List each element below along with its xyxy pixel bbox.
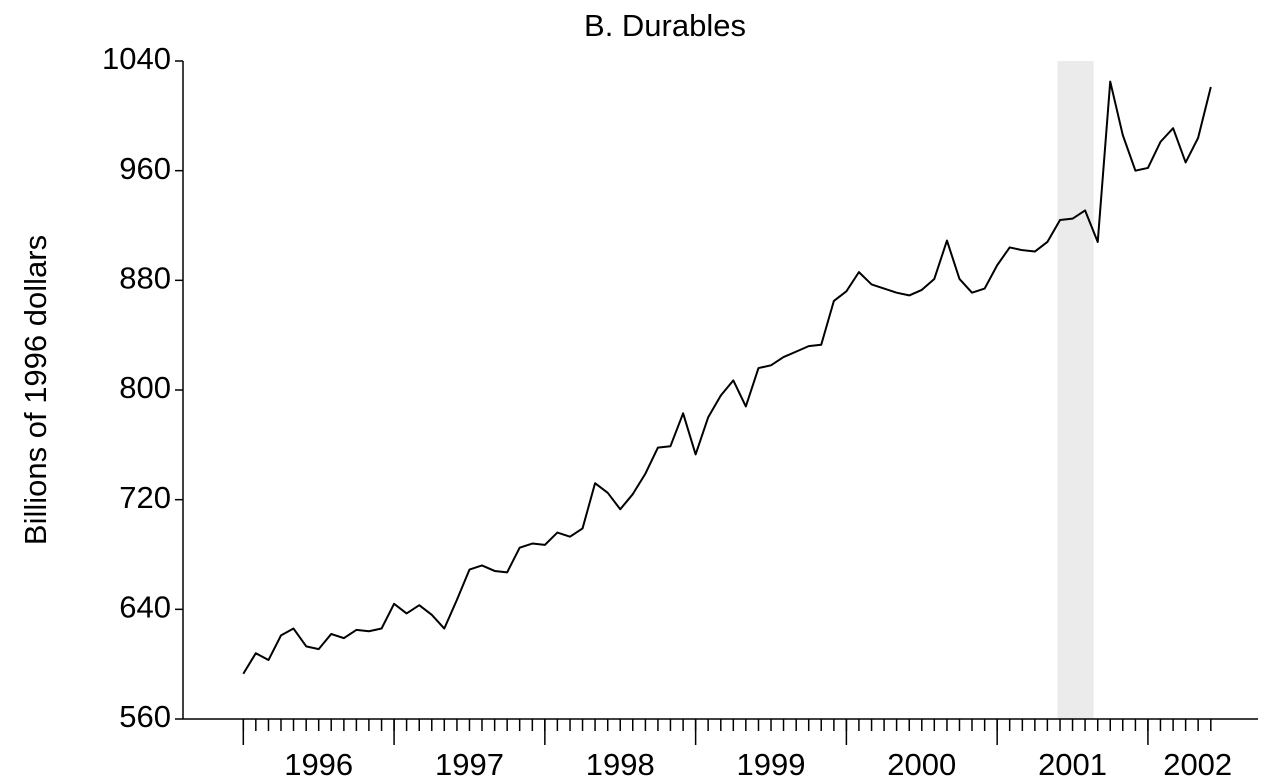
y-tick-label: 800 xyxy=(119,370,171,405)
data-line xyxy=(242,80,1212,675)
y-axis-label: Billions of 1996 dollars xyxy=(18,235,53,545)
x-tick-label: 2001 xyxy=(1038,747,1107,782)
x-tick-label: 1996 xyxy=(284,747,353,782)
y-tick-label: 560 xyxy=(119,699,171,734)
x-tick-label: 2002 xyxy=(1163,747,1232,782)
y-tick-label: 880 xyxy=(119,261,171,296)
chart-title: B. Durables xyxy=(584,8,746,43)
x-tick-label: 1998 xyxy=(586,747,655,782)
x-tick-label: 2000 xyxy=(887,747,956,782)
recession-shade xyxy=(1057,61,1094,719)
x-tick-label: 1997 xyxy=(435,747,504,782)
y-tick-label: 640 xyxy=(119,590,171,625)
y-tick-label: 960 xyxy=(119,151,171,186)
y-tick-label: 1040 xyxy=(102,41,171,76)
x-tick-label: 1999 xyxy=(737,747,806,782)
y-tick-label: 720 xyxy=(119,480,171,515)
